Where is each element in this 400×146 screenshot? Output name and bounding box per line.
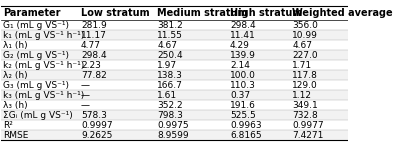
Text: k₂ (mL g VS⁻¹ h⁻¹): k₂ (mL g VS⁻¹ h⁻¹) bbox=[3, 61, 84, 70]
Text: RMSE: RMSE bbox=[3, 131, 28, 140]
Text: Medium stratum: Medium stratum bbox=[157, 8, 248, 18]
Text: 191.6: 191.6 bbox=[230, 101, 256, 110]
Text: 10.99: 10.99 bbox=[292, 31, 318, 40]
Text: 349.1: 349.1 bbox=[292, 101, 318, 110]
FancyBboxPatch shape bbox=[1, 50, 348, 60]
Text: 298.4: 298.4 bbox=[230, 21, 256, 29]
Text: 0.37: 0.37 bbox=[230, 91, 250, 100]
Text: 298.4: 298.4 bbox=[81, 51, 107, 60]
Text: 11.17: 11.17 bbox=[81, 31, 107, 40]
Text: 281.9: 281.9 bbox=[81, 21, 107, 29]
Text: 77.82: 77.82 bbox=[81, 71, 107, 80]
Text: 798.3: 798.3 bbox=[157, 111, 183, 120]
Text: Weighted average: Weighted average bbox=[292, 8, 393, 18]
Text: 2.23: 2.23 bbox=[81, 61, 101, 70]
Text: 0.9963: 0.9963 bbox=[230, 121, 262, 130]
Text: G₁ (mL g VS⁻¹): G₁ (mL g VS⁻¹) bbox=[3, 21, 69, 29]
Text: 139.9: 139.9 bbox=[230, 51, 256, 60]
Text: 138.3: 138.3 bbox=[157, 71, 183, 80]
Text: ΣGᵢ (mL g VS⁻¹): ΣGᵢ (mL g VS⁻¹) bbox=[3, 111, 73, 120]
Text: R²: R² bbox=[3, 121, 13, 130]
Text: 525.5: 525.5 bbox=[230, 111, 256, 120]
Text: 4.29: 4.29 bbox=[230, 41, 250, 50]
Text: λ₂ (h): λ₂ (h) bbox=[3, 71, 28, 80]
Text: 250.4: 250.4 bbox=[157, 51, 183, 60]
Text: G₃ (mL g VS⁻¹): G₃ (mL g VS⁻¹) bbox=[3, 81, 69, 90]
Text: 578.3: 578.3 bbox=[81, 111, 107, 120]
Text: —: — bbox=[81, 101, 90, 110]
Text: 117.8: 117.8 bbox=[292, 71, 318, 80]
Text: 129.0: 129.0 bbox=[292, 81, 318, 90]
Text: 7.4271: 7.4271 bbox=[292, 131, 324, 140]
Text: Parameter: Parameter bbox=[3, 8, 61, 18]
FancyBboxPatch shape bbox=[1, 70, 348, 80]
Text: —: — bbox=[81, 81, 90, 90]
FancyBboxPatch shape bbox=[1, 130, 348, 140]
FancyBboxPatch shape bbox=[1, 90, 348, 100]
Text: 1.71: 1.71 bbox=[292, 61, 312, 70]
Text: —: — bbox=[81, 91, 90, 100]
Text: 352.2: 352.2 bbox=[157, 101, 183, 110]
Text: 1.97: 1.97 bbox=[157, 61, 177, 70]
Text: 4.77: 4.77 bbox=[81, 41, 101, 50]
Text: Low stratum: Low stratum bbox=[81, 8, 150, 18]
Text: 227.0: 227.0 bbox=[292, 51, 318, 60]
FancyBboxPatch shape bbox=[1, 110, 348, 120]
Text: 11.41: 11.41 bbox=[230, 31, 256, 40]
Text: 381.2: 381.2 bbox=[157, 21, 183, 29]
Text: 4.67: 4.67 bbox=[292, 41, 312, 50]
Text: 0.9997: 0.9997 bbox=[81, 121, 113, 130]
Text: k₃ (mL g VS⁻¹ h⁻¹): k₃ (mL g VS⁻¹ h⁻¹) bbox=[3, 91, 84, 100]
Text: 2.14: 2.14 bbox=[230, 61, 250, 70]
Text: 166.7: 166.7 bbox=[157, 81, 183, 90]
Text: 1.61: 1.61 bbox=[157, 91, 177, 100]
Text: 4.67: 4.67 bbox=[157, 41, 177, 50]
Text: 356.0: 356.0 bbox=[292, 21, 318, 29]
Text: λ₃ (h): λ₃ (h) bbox=[3, 101, 28, 110]
Text: 8.9599: 8.9599 bbox=[157, 131, 189, 140]
Text: 6.8165: 6.8165 bbox=[230, 131, 262, 140]
Text: 732.8: 732.8 bbox=[292, 111, 318, 120]
FancyBboxPatch shape bbox=[1, 30, 348, 40]
Text: 1.12: 1.12 bbox=[292, 91, 312, 100]
Text: 0.9977: 0.9977 bbox=[292, 121, 324, 130]
Text: λ₁ (h): λ₁ (h) bbox=[3, 41, 28, 50]
Text: High stratum: High stratum bbox=[230, 8, 302, 18]
Text: 110.3: 110.3 bbox=[230, 81, 256, 90]
Text: G₂ (mL g VS⁻¹): G₂ (mL g VS⁻¹) bbox=[3, 51, 69, 60]
Text: 100.0: 100.0 bbox=[230, 71, 256, 80]
Text: 9.2625: 9.2625 bbox=[81, 131, 112, 140]
Text: 0.9975: 0.9975 bbox=[157, 121, 189, 130]
Text: k₁ (mL g VS⁻¹ h⁻¹): k₁ (mL g VS⁻¹ h⁻¹) bbox=[3, 31, 84, 40]
Text: 11.55: 11.55 bbox=[157, 31, 183, 40]
